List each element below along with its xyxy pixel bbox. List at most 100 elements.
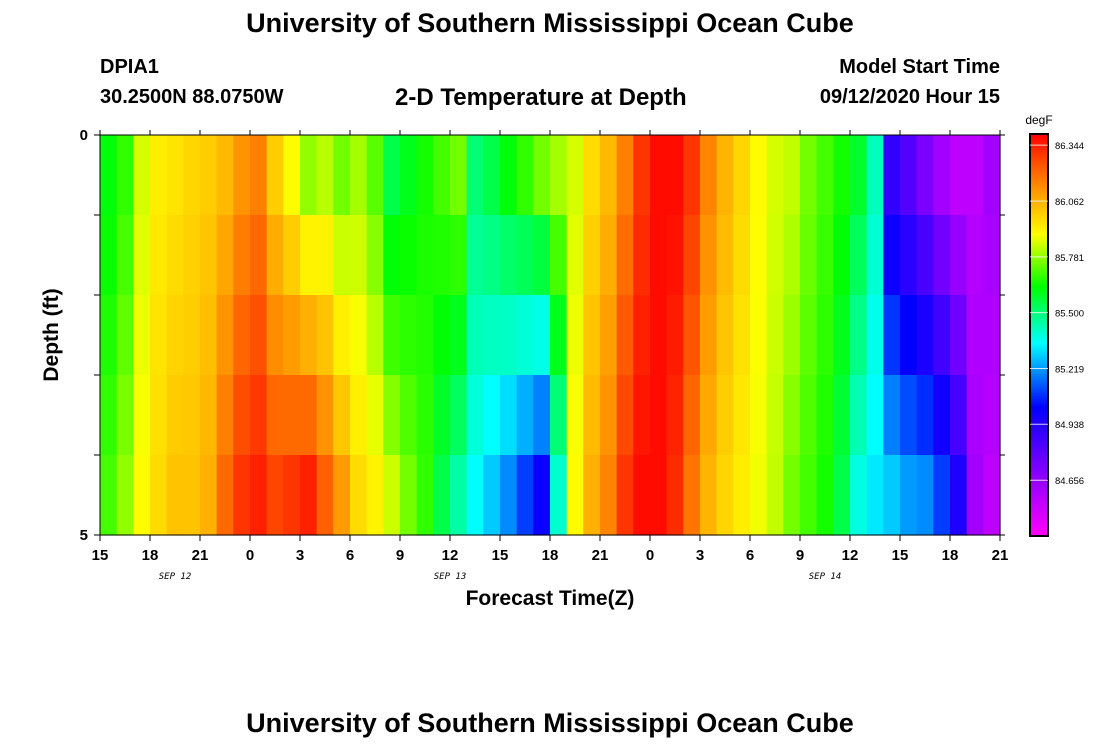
- heatmap-cell: [550, 375, 568, 456]
- heatmap-cell: [350, 375, 368, 456]
- heatmap-cell: [283, 215, 301, 296]
- heatmap-cell: [983, 295, 1001, 376]
- heatmap-cell: [883, 295, 901, 376]
- x-tick-label: 12: [442, 547, 459, 564]
- heatmap-cell: [400, 135, 418, 216]
- heatmap-cell: [600, 135, 618, 216]
- heatmap-cell: [383, 295, 401, 376]
- heatmap-cell: [700, 135, 718, 216]
- heatmap-cell: [183, 215, 201, 296]
- x-tick-label: 21: [992, 547, 1009, 564]
- heatmap-cell: [983, 455, 1001, 536]
- heatmap-cell: [833, 455, 851, 536]
- heatmap-cell: [883, 375, 901, 456]
- heatmap-cell: [283, 455, 301, 536]
- heatmap-cell: [816, 375, 834, 456]
- heatmap-cell: [750, 455, 768, 536]
- heatmap-cell: [233, 455, 251, 536]
- heatmap-cell: [700, 215, 718, 296]
- heatmap-cell: [583, 375, 601, 456]
- heatmap-cell: [383, 135, 401, 216]
- heatmap-cell: [516, 295, 534, 376]
- heatmap-cell: [266, 455, 284, 536]
- heatmap-cell: [266, 375, 284, 456]
- page-title: University of Southern Mississippi Ocean…: [246, 8, 854, 38]
- heatmap-cell: [100, 135, 118, 216]
- heatmap-cell: [283, 135, 301, 216]
- heatmap-cell: [866, 455, 884, 536]
- heatmap-cell: [533, 375, 551, 456]
- heatmap-cell: [550, 295, 568, 376]
- x-tick-label: 21: [592, 547, 609, 564]
- heatmap-cell: [833, 375, 851, 456]
- heatmap-cell: [483, 375, 501, 456]
- heatmap-cell: [583, 295, 601, 376]
- heatmap-cell: [350, 455, 368, 536]
- heatmap-cell: [116, 135, 134, 216]
- colorbar-tick-label: 85.781: [1055, 253, 1084, 264]
- heatmap-cell: [750, 375, 768, 456]
- heatmap-cell: [616, 135, 634, 216]
- heatmap-cell: [116, 455, 134, 536]
- heatmap-cell: [266, 215, 284, 296]
- heatmap-cell: [716, 215, 734, 296]
- heatmap-cell: [933, 135, 951, 216]
- heatmap-cell: [683, 455, 701, 536]
- heatmap-cell: [116, 295, 134, 376]
- heatmap-cell: [433, 135, 451, 216]
- heatmap-cell: [950, 215, 968, 296]
- heatmap-cell: [250, 215, 268, 296]
- heatmap-cell: [850, 215, 868, 296]
- heatmap-cell: [633, 215, 651, 296]
- heatmap-cell: [900, 295, 918, 376]
- heatmap-cell: [900, 135, 918, 216]
- heatmap-cell: [916, 135, 934, 216]
- heatmap-cell: [683, 135, 701, 216]
- x-tick-label: 15: [92, 547, 109, 564]
- heatmap-cell: [983, 215, 1001, 296]
- heatmap-cell: [316, 215, 334, 296]
- heatmap-cell: [433, 215, 451, 296]
- heatmap-cell: [850, 375, 868, 456]
- heatmap-cell: [600, 375, 618, 456]
- y-axis-label: Depth (ft): [40, 288, 63, 381]
- heatmap-cell: [500, 455, 518, 536]
- heatmap-cell: [850, 455, 868, 536]
- heatmap-cell: [616, 215, 634, 296]
- x-tick-label: 15: [892, 547, 909, 564]
- x-tick-label: 3: [696, 547, 704, 564]
- heatmap-cell: [883, 135, 901, 216]
- heatmap-cell: [750, 215, 768, 296]
- heatmap-cell: [433, 375, 451, 456]
- heatmap-cell: [416, 455, 434, 536]
- heatmap-cell: [916, 375, 934, 456]
- heatmap-cell: [100, 375, 118, 456]
- heatmap-cell: [366, 455, 384, 536]
- heatmap-cell: [633, 375, 651, 456]
- heatmap-cell: [966, 455, 984, 536]
- heatmap-cell: [416, 295, 434, 376]
- heatmap-cell: [800, 215, 818, 296]
- heatmap-cell: [650, 295, 668, 376]
- heatmap-cell: [316, 455, 334, 536]
- heatmap-cell: [200, 135, 218, 216]
- heatmap-cell: [616, 295, 634, 376]
- heatmap-cell: [766, 215, 784, 296]
- heatmap-cell: [300, 455, 318, 536]
- colorbar-tick-label: 86.344: [1055, 141, 1084, 152]
- heatmap-cell: [716, 295, 734, 376]
- x-tick-label: 18: [142, 547, 159, 564]
- heatmap-cell: [466, 375, 484, 456]
- heatmap-cell: [250, 375, 268, 456]
- heatmap-cell: [366, 135, 384, 216]
- heatmap-cell: [550, 135, 568, 216]
- heatmap-cell: [183, 455, 201, 536]
- heatmap-cell: [733, 135, 751, 216]
- heatmap-cell: [350, 135, 368, 216]
- heatmap-cell: [350, 215, 368, 296]
- heatmap-cell: [316, 375, 334, 456]
- x-tick-label: 18: [942, 547, 959, 564]
- heatmap-cell: [666, 455, 684, 536]
- y-tick-label: 5: [80, 527, 88, 544]
